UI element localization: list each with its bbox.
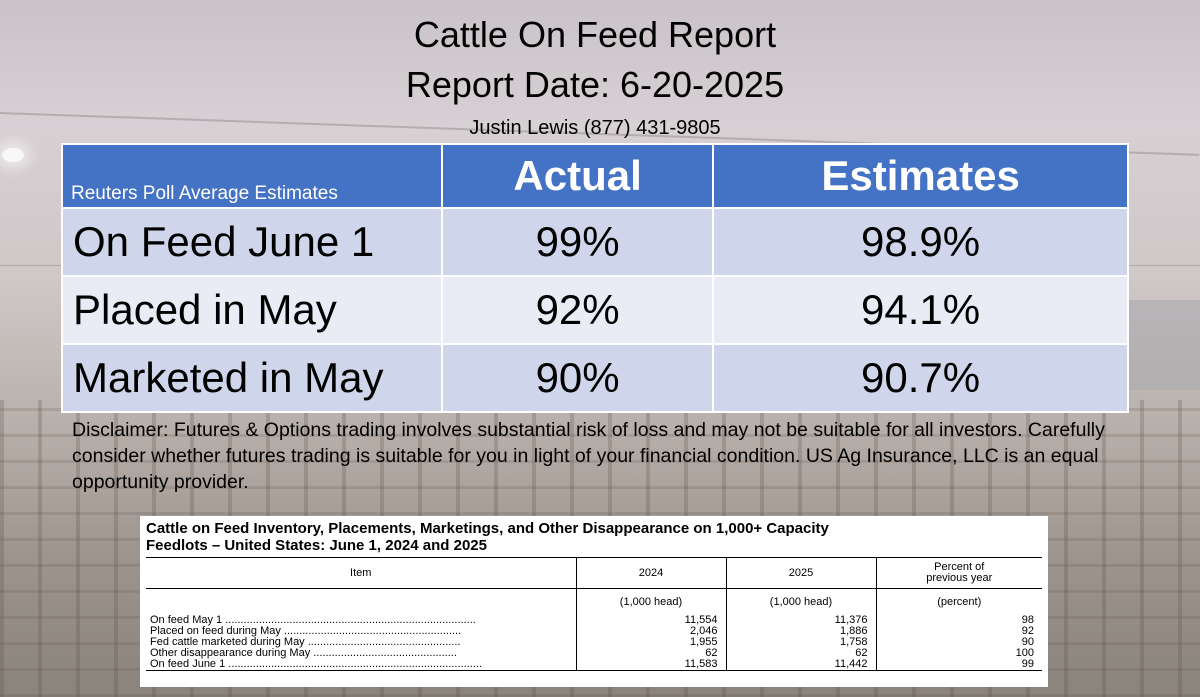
row-label: On Feed June 1 [61,207,443,277]
report-table: Item 2024 2025 Percent of previous year … [146,557,1042,671]
percent-header-line: previous year [926,572,993,584]
value-2024: 11,583 [575,659,726,671]
background-lamp [2,148,24,162]
item-label: On feed June 1 .........................… [146,659,576,671]
summary-corner-label: Reuters Poll Average Estimates [61,143,443,209]
value-2024: 11,554 [575,615,726,626]
report-date: Report Date: 6-20-2025 [405,64,785,105]
value-2025: 11,442 [725,659,876,671]
column-header-item: Item [146,557,576,589]
item-label: On feed May 1 ..........................… [150,615,476,626]
table-row: Marketed in May 90% 90.7% [61,343,1129,413]
summary-header-row: Reuters Poll Average Estimates Actual Es… [61,143,1129,209]
percent-value: 98 [875,615,1042,626]
row-label: Placed in May [61,275,443,345]
disclaimer-text: Disclaimer: Futures & Options trading in… [72,419,1105,493]
value-2025: 1,886 [725,626,876,637]
column-header-estimates: Estimates [712,143,1129,209]
item-label: Fed cattle marketed during May .........… [150,637,461,648]
table-row: On feed May 1 ..........................… [146,615,1042,626]
units-row: (1,000 head) (1,000 head) (percent) [146,588,1042,610]
background-building [1128,300,1200,390]
column-header-actual: Actual [440,143,715,209]
usda-report-excerpt: Cattle on Feed Inventory, Placements, Ma… [140,516,1048,687]
percent-value: 99 [875,659,1042,671]
actual-value: 92% [440,275,715,345]
column-header-percent: Percent of previous year [875,557,1042,589]
column-header-2024: 2024 [575,557,726,589]
report-title: Cattle on Feed Inventory, Placements, Ma… [146,520,1042,554]
report-header-row: Item 2024 2025 Percent of previous year [146,557,1042,589]
table-row: Placed in May 92% 94.1% [61,275,1129,345]
units-cell: (percent) [875,588,1042,609]
percent-header-line: Percent of [934,561,985,573]
report-title-line: Cattle on Feed Inventory, Placements, Ma… [146,520,829,537]
actual-value: 90% [440,343,715,413]
page-title: Cattle On Feed Report [413,14,777,55]
percent-value: 92 [875,626,1042,637]
table-row: On feed June 1 .........................… [146,659,1042,671]
table-row: Other disappearance during May .........… [146,648,1042,659]
column-header-2025: 2025 [725,557,876,589]
value-2024: 62 [575,648,726,659]
value-2024: 1,955 [575,637,726,648]
report-title-line: Feedlots – United States: June 1, 2024 a… [146,537,487,554]
estimate-value: 94.1% [712,275,1129,345]
percent-value: 90 [875,637,1042,648]
table-row: Placed on feed during May ..............… [146,626,1042,637]
units-cell: (1,000 head) [575,588,726,609]
table-row: Fed cattle marketed during May .........… [146,637,1042,648]
estimate-value: 90.7% [712,343,1129,413]
value-2025: 62 [725,648,876,659]
percent-value: 100 [875,648,1042,659]
value-2025: 11,376 [725,615,876,626]
contact-line: Justin Lewis (877) 431-9805 [469,117,721,139]
value-2024: 2,046 [575,626,726,637]
estimate-value: 98.9% [712,207,1129,277]
item-label: Placed on feed during May ..............… [150,626,462,637]
table-row: On Feed June 1 99% 98.9% [61,207,1129,277]
item-label: Other disappearance during May .........… [150,648,457,659]
units-cell [146,589,576,610]
summary-table: Reuters Poll Average Estimates Actual Es… [61,143,1129,413]
actual-value: 99% [440,207,715,277]
row-label: Marketed in May [61,343,443,413]
value-2025: 1,758 [725,637,876,648]
units-cell: (1,000 head) [725,588,876,609]
